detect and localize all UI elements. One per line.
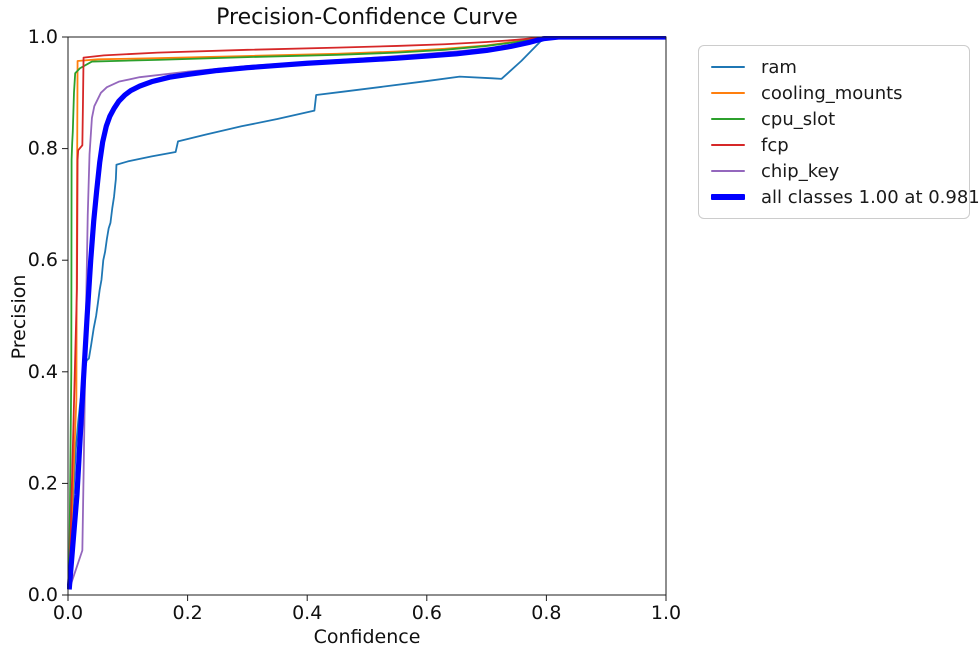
legend-label: chip_key	[761, 160, 840, 182]
legend-label: cooling_mounts	[761, 82, 903, 104]
series-line-chip-key	[68, 36, 666, 590]
legend-item-chip-key: chip_key	[705, 158, 959, 184]
y-axis-tick-label: 0.6	[28, 249, 58, 271]
legend-item-cooling-mounts: cooling_mounts	[705, 80, 959, 106]
legend-line-swatch	[711, 92, 745, 94]
legend-line-swatch	[711, 66, 745, 68]
y-axis-label: Precision	[8, 274, 30, 360]
x-axis-label: Confidence	[313, 626, 421, 648]
legend-item-all-classes-1-00-at-0-981: all classes 1.00 at 0.981	[705, 184, 979, 210]
legend-label: fcp	[761, 134, 789, 156]
chart-title: Precision-Confidence Curve	[216, 5, 518, 30]
series-line-ram	[68, 36, 666, 584]
legend-item-ram: ram	[705, 54, 959, 80]
y-axis-tick-label: 0.2	[28, 472, 58, 494]
legend-label: ram	[761, 56, 797, 78]
x-axis-tick-label: 0.6	[412, 602, 442, 624]
series-line-fcp	[68, 36, 666, 590]
x-axis-tick-label: 0.8	[531, 602, 561, 624]
y-axis-tick-label: 0.8	[28, 138, 58, 160]
legend-label: all classes 1.00 at 0.981	[761, 186, 979, 208]
axes-frame	[67, 36, 667, 596]
legend-label: cpu_slot	[761, 108, 836, 130]
y-axis-tick-label: 0.4	[28, 361, 58, 383]
legend-line-swatch	[711, 144, 745, 146]
series-line-cpu-slot	[68, 36, 666, 584]
series-line-all-classes-1-00-at-0-981	[67, 36, 666, 590]
y-axis-tick-label: 1.0	[28, 26, 58, 48]
x-axis-tick-label: 1.0	[651, 602, 681, 624]
x-axis-tick-label: 0.2	[172, 602, 202, 624]
series-line-cooling-mounts	[68, 36, 666, 584]
legend-line-swatch	[711, 170, 745, 172]
legend-line-swatch	[711, 118, 745, 120]
legend-item-cpu-slot: cpu_slot	[705, 106, 959, 132]
legend-line-swatch	[711, 194, 745, 200]
y-axis-tick-label: 0.0	[28, 584, 58, 606]
x-axis-tick-label: 0.0	[53, 602, 83, 624]
legend-item-fcp: fcp	[705, 132, 959, 158]
x-axis-tick-label: 0.4	[292, 602, 322, 624]
